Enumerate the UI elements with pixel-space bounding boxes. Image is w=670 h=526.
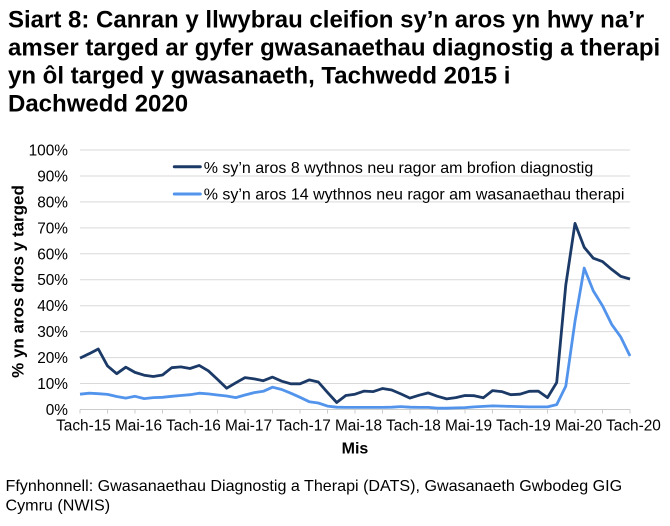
- svg-text:yn ôl targed y gwasanaeth, Tac: yn ôl targed y gwasanaeth, Tachwedd 2015…: [8, 63, 510, 90]
- svg-text:Mai-19: Mai-19: [445, 418, 492, 435]
- svg-text:60%: 60%: [37, 246, 68, 263]
- svg-text:Mai-20: Mai-20: [555, 418, 602, 435]
- svg-text:% sy’n aros 14 wythnos neu rag: % sy’n aros 14 wythnos neu ragor am wasa…: [204, 186, 625, 203]
- svg-text:Tach-19: Tach-19: [496, 418, 551, 435]
- svg-text:Mai-16: Mai-16: [115, 418, 162, 435]
- svg-text:amser targed ar gyfer gwasanae: amser targed ar gyfer gwasanaethau diagn…: [8, 35, 660, 62]
- svg-text:80%: 80%: [37, 194, 68, 211]
- svg-text:% yn aros dros y targed: % yn aros dros y targed: [9, 185, 28, 378]
- svg-text:Siart 8: Canran y llwybrau cle: Siart 8: Canran y llwybrau cleifion sy’n…: [8, 7, 644, 34]
- svg-text:90%: 90%: [37, 168, 68, 185]
- svg-text:Tach-20: Tach-20: [606, 418, 661, 435]
- svg-text:Tach-16: Tach-16: [166, 418, 221, 435]
- svg-text:20%: 20%: [37, 350, 68, 367]
- svg-text:100%: 100%: [29, 143, 69, 160]
- svg-text:Tach-18: Tach-18: [386, 418, 441, 435]
- svg-text:10%: 10%: [37, 376, 68, 393]
- svg-text:Tach-15: Tach-15: [56, 418, 111, 435]
- svg-text:70%: 70%: [37, 220, 68, 237]
- svg-text:Mai-18: Mai-18: [335, 418, 382, 435]
- svg-text:0%: 0%: [46, 402, 69, 419]
- svg-text:Cymru (NWIS): Cymru (NWIS): [6, 497, 111, 515]
- svg-text:50%: 50%: [37, 272, 68, 289]
- svg-text:Tach-17: Tach-17: [276, 418, 331, 435]
- svg-text:30%: 30%: [37, 324, 68, 341]
- svg-text:Mai-17: Mai-17: [225, 418, 272, 435]
- svg-text:Mis: Mis: [342, 441, 369, 458]
- svg-text:% sy’n aros 8 wythnos neu rago: % sy’n aros 8 wythnos neu ragor am brofi…: [204, 160, 594, 177]
- svg-text:Ffynhonnell: Gwasanaethau Diag: Ffynhonnell: Gwasanaethau Diagnostig a T…: [6, 477, 623, 495]
- svg-text:40%: 40%: [37, 298, 68, 315]
- svg-text:Dachwedd 2020: Dachwedd 2020: [8, 91, 188, 118]
